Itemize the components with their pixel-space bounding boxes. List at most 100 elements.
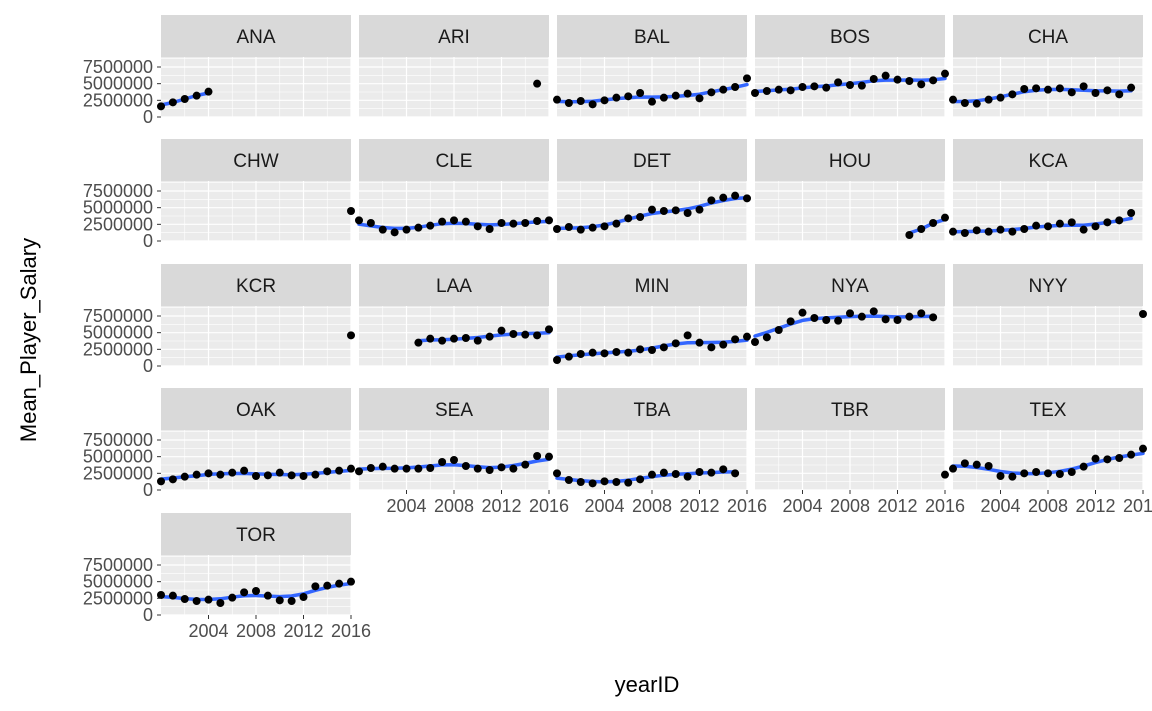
data-point — [390, 464, 399, 473]
data-point — [311, 582, 320, 591]
data-point — [695, 468, 704, 476]
data-point — [671, 206, 680, 215]
data-point — [648, 205, 656, 214]
facet-strip-label: CHW — [233, 151, 278, 172]
data-point — [1067, 468, 1076, 476]
data-point — [533, 79, 542, 88]
data-point — [263, 591, 272, 600]
y-tick-label: 0 — [143, 480, 153, 500]
x-tick-label: 2004 — [980, 496, 1020, 516]
data-point — [941, 213, 949, 222]
facet-strip — [161, 388, 351, 430]
facet-strip — [953, 264, 1143, 306]
data-point — [168, 591, 177, 600]
x-tick-label: 2016 — [925, 496, 965, 516]
data-point — [1008, 227, 1017, 236]
data-point — [636, 89, 645, 97]
data-point — [917, 225, 926, 233]
y-tick-label: 2500000 — [83, 214, 153, 234]
facet-strip-label: CLE — [436, 151, 473, 172]
data-point — [846, 309, 854, 318]
data-point — [553, 469, 561, 478]
data-point — [1103, 86, 1112, 95]
x-tick-label: 2016 — [727, 496, 767, 516]
data-point — [228, 468, 237, 477]
facet-strip — [755, 388, 945, 430]
data-point — [426, 221, 435, 230]
data-point — [355, 467, 363, 476]
data-point — [461, 462, 470, 470]
facet-strip — [161, 15, 351, 57]
data-point — [390, 228, 399, 237]
facet-strip-label: TBR — [831, 400, 869, 421]
data-point — [564, 352, 573, 361]
data-point — [881, 71, 890, 80]
x-tick-label: 2012 — [481, 496, 521, 516]
facet-panel-tba: TBA 2004 2008 2012 2016 — [553, 388, 767, 516]
data-point — [671, 470, 680, 478]
data-point — [311, 470, 320, 479]
data-point — [834, 78, 843, 87]
data-point — [1055, 84, 1064, 93]
data-point — [450, 334, 458, 343]
data-point — [1091, 89, 1100, 97]
data-point — [1139, 310, 1147, 318]
data-point — [822, 83, 831, 92]
data-point — [648, 97, 656, 106]
data-point — [1139, 444, 1147, 453]
facet-strip-label: NYY — [1028, 276, 1067, 297]
data-point — [564, 223, 573, 231]
data-point — [1032, 221, 1041, 230]
data-point — [366, 219, 375, 227]
data-point — [762, 87, 771, 95]
facet-panel-nya: NYA — [751, 264, 946, 367]
facet-strip — [755, 264, 945, 306]
smooth-line — [753, 314, 935, 338]
facet-strip-label: CHA — [1028, 27, 1068, 48]
smooth-line — [907, 217, 947, 235]
smooth-line — [951, 87, 1133, 104]
data-point — [545, 452, 553, 461]
data-point — [240, 588, 249, 597]
data-point — [707, 468, 716, 477]
data-point — [204, 469, 213, 478]
data-point — [576, 350, 585, 358]
data-point — [378, 225, 387, 234]
data-point — [533, 217, 542, 225]
data-point — [1044, 85, 1052, 94]
data-point — [798, 308, 807, 317]
data-point — [533, 331, 542, 340]
data-point — [743, 332, 751, 341]
facet-panel-bal: BAL — [553, 15, 751, 118]
data-point — [810, 82, 819, 91]
data-point — [941, 470, 949, 479]
data-point — [751, 89, 759, 97]
data-point — [497, 463, 506, 472]
facet-strip — [953, 388, 1143, 430]
y-tick-label: 2500000 — [83, 90, 153, 110]
data-point — [204, 595, 213, 604]
facet-strip-label: HOU — [829, 151, 871, 172]
data-point — [180, 472, 189, 481]
facet-strip — [557, 388, 747, 430]
data-point — [299, 472, 308, 480]
data-point — [1079, 82, 1088, 91]
data-point — [323, 467, 332, 476]
data-point — [192, 597, 201, 605]
data-point — [648, 470, 656, 479]
data-point — [731, 191, 740, 200]
data-point — [553, 95, 561, 104]
data-point — [588, 348, 597, 357]
data-point — [485, 466, 494, 474]
data-point — [960, 459, 969, 468]
data-point — [624, 214, 633, 223]
data-point — [1008, 90, 1017, 99]
facet-panel-laa: LAA — [359, 264, 553, 367]
data-point — [719, 85, 728, 94]
data-point — [905, 312, 914, 321]
facet-panel-det: DET — [553, 139, 751, 242]
data-point — [810, 314, 819, 322]
